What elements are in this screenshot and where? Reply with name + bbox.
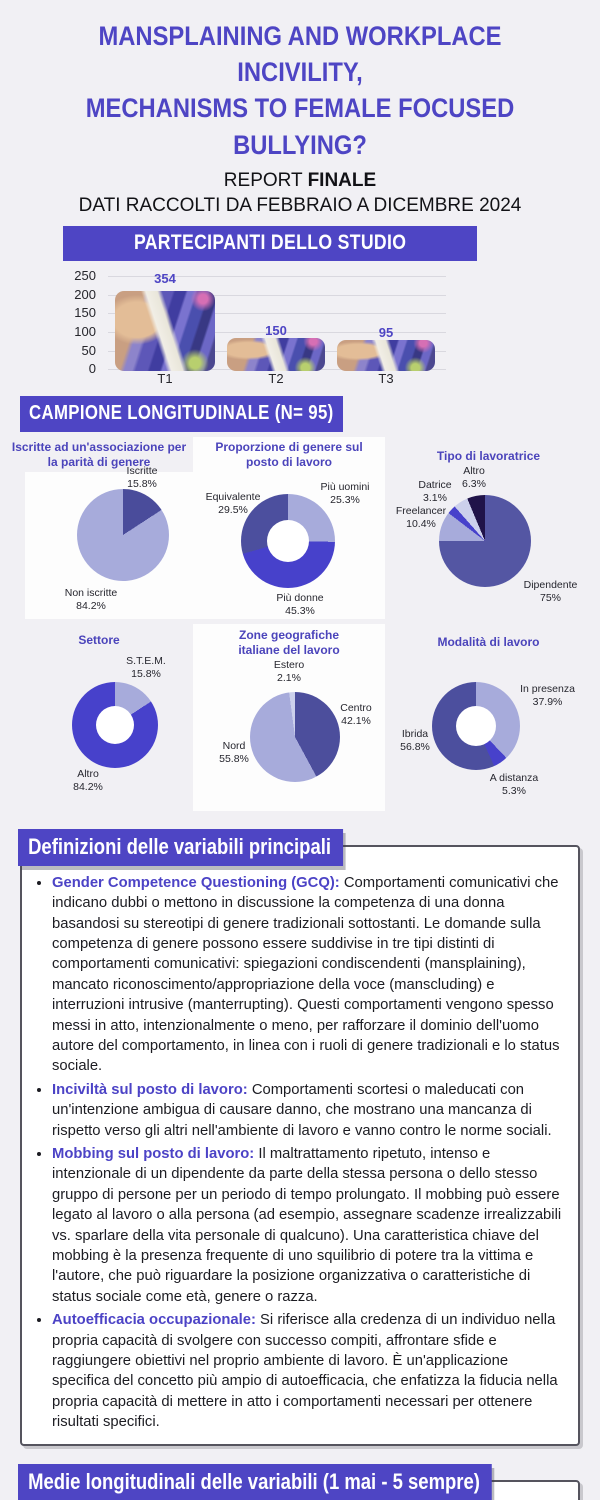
definition-text: Comportamenti scortesi o maleducati con … [52,1081,552,1139]
header: MANSPLAINING AND WORKPLACE INCIVILITY, M… [0,0,600,217]
pie-label: Freelancer 10.4% [395,504,447,531]
participants-banner: PARTECIPANTI DELLO STUDIO [63,225,477,261]
bar-t2-artwork [227,337,325,371]
definition-term: Inciviltà sul posto di lavoro: [52,1081,248,1098]
bar-value-t2: 150 [265,322,287,338]
pie-title: Iscritte ad un'associazione per la parit… [11,439,187,470]
title-line-2: MECHANISMS TO FEMALE FOCUSED BULLYING? [85,93,515,160]
pie-label: Nord 55.8% [219,739,249,766]
definitions-banner: Definizioni delle variabili principali [18,828,343,866]
title-line-1: MANSPLAINING AND WORKPLACE INCIVILITY, [98,21,502,88]
bar-value-t1: 354 [154,270,176,286]
pie-zone [250,691,340,782]
gridline [108,275,446,277]
chart-modalita: Modalità di lavoro In presenza 37.9% A d… [385,625,592,807]
definitions-box: Gender Competence Questioning (GCQ): Com… [20,844,580,1446]
pie-iscritte [77,488,169,581]
gridline [108,331,446,333]
pie-grid: Iscritte ad un'associazione per la parit… [0,436,600,815]
definition-item: Mobbing sul posto di lavoro: Il maltratt… [52,1144,566,1307]
pie-label: Più donne 45.3% [276,591,324,618]
pie-title: Settore [78,632,120,647]
definition-term: Mobbing sul posto di lavoro: [52,1145,255,1162]
chart-zone: Zone geografiche italiane del lavoro Cen… [193,625,385,811]
y-tick: 50 [81,342,96,358]
bar-t3-artwork [337,339,435,371]
y-tick: 0 [88,360,96,376]
chart-settore: Settore S.T.E.M. 15.8% Altro 84.2% [8,625,190,807]
pie-label: Più uomini 25.3% [320,480,370,507]
y-tick: 150 [74,304,96,320]
chart-iscritte: Iscritte ad un'associazione per la parit… [8,437,190,619]
definition-text: Il maltrattamento ripetuto, intenso e in… [52,1145,562,1305]
donut-hole [456,705,496,746]
pie-label: Iscritte 15.8% [126,464,158,491]
pie-title: Zone geografiche italiane del lavoro [238,627,340,658]
pie-title: Modalità di lavoro [437,634,540,649]
page-title: MANSPLAINING AND WORKPLACE INCIVILITY, M… [36,18,564,163]
pie-tipo [439,494,531,587]
y-tick: 200 [74,286,96,302]
bar-t1-artwork [115,290,215,371]
pie-label: Altro 84.2% [73,767,103,794]
bar-category-t1: T1 [157,370,173,386]
gridline [108,294,446,296]
pie-label: Ibrida 56.8% [400,727,430,754]
definition-text: Si riferisce alla credenza di un individ… [52,1312,558,1431]
definitions-section: Definizioni delle variabili principali G… [18,828,580,1446]
definition-item: Autoefficacia occupazionale: Si riferisc… [52,1310,566,1432]
chart-tipo: Tipo di lavoratrice Dipendente 75% Freel… [385,437,592,619]
bar-value-t3: 95 [378,324,394,340]
means-section: Medie longitudinali delle variabili (1 m… [18,1463,580,1500]
definition-text: Comportamenti comunicativi che indicano … [52,874,560,1075]
y-tick: 250 [74,267,96,283]
subtitle-dates: DATI RACCOLTI DA FEBBRAIO A DICEMBRE 202… [78,194,522,216]
pie-label: Datrice 3.1% [418,478,452,505]
definition-item: Gender Competence Questioning (GCQ): Com… [52,873,566,1077]
pie-label: Estero 2.1% [273,658,305,685]
pie-label: S.T.E.M. 15.8% [126,654,166,681]
pie-label: Altro 6.3% [462,464,486,491]
participants-bar-chart: 250 200 150 100 50 0 354 150 95 T1 T2 T3 [0,268,600,390]
means-banner: Medie longitudinali delle variabili (1 m… [18,1463,492,1500]
pie-label: In presenza 37.9% [520,682,575,709]
pie-label: Equivalente 29.5% [205,490,261,517]
definitions-list: Gender Competence Questioning (GCQ): Com… [30,873,566,1433]
pie-label: Non iscritte 84.2% [64,586,118,613]
pie-label: Centro 42.1% [340,701,372,728]
donut-hole [96,705,134,744]
campione-banner: CAMPIONE LONGITUDINALE (N= 95) [20,395,343,432]
definition-term: Gender Competence Questioning (GCQ): [52,874,340,891]
pie-label: A distanza 5.3% [489,771,539,798]
definition-term: Autoefficacia occupazionale: [52,1312,256,1329]
pie-title: Proporzione di genere sul posto di lavor… [215,439,363,470]
y-tick: 100 [74,323,96,339]
bar-category-t3: T3 [378,370,394,386]
gridline [108,312,446,314]
pie-title: Tipo di lavoratrice [436,448,541,463]
chart-proporzione: Proporzione di genere sul posto di lavor… [193,437,385,621]
definition-item: Inciviltà sul posto di lavoro: Comportam… [52,1080,566,1141]
subtitle-report: REPORT FINALE [223,169,377,191]
pie-label: Dipendente 75% [523,578,578,605]
donut-hole [267,519,309,562]
bar-category-t2: T2 [268,370,284,386]
